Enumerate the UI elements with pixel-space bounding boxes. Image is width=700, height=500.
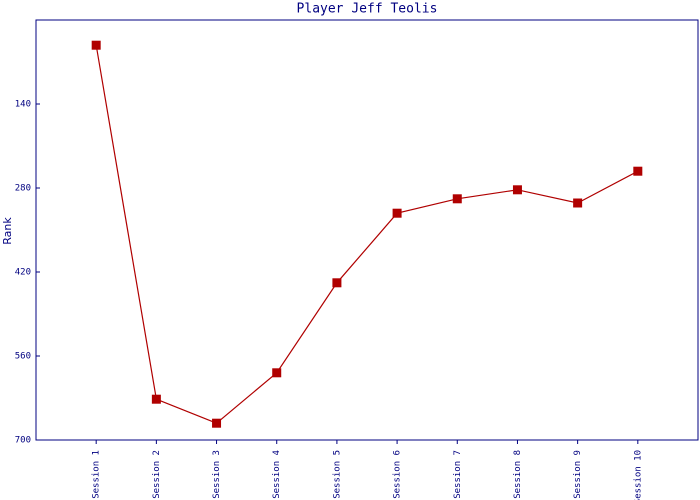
- x-tick-label: Session 5: [332, 450, 342, 499]
- point-marker: [392, 208, 402, 218]
- point-marker: [452, 194, 462, 204]
- x-tick-label: Session 6: [393, 450, 403, 499]
- y-axis-label: Rank: [1, 217, 14, 245]
- y-tick-label: 420: [15, 268, 31, 278]
- x-tick-label: Session 1: [92, 450, 102, 499]
- y-tick-label: 700: [15, 436, 31, 446]
- x-tick-label: Session 4: [272, 450, 282, 499]
- x-tick-label: Session 7: [453, 450, 463, 499]
- point-marker: [633, 166, 643, 176]
- x-tick-label: Session 2: [152, 450, 162, 499]
- point-marker: [512, 185, 522, 195]
- plot-frame: [35, 19, 699, 441]
- y-tick-label: 280: [15, 184, 31, 194]
- x-tick-label: Session 9: [573, 450, 583, 499]
- y-tick-label: 560: [15, 352, 31, 362]
- x-tick-label: Session 10: [633, 450, 643, 500]
- point-marker: [151, 394, 161, 404]
- point-marker: [332, 278, 342, 288]
- x-tick-label: Session 3: [212, 450, 222, 499]
- y-tick-label: 140: [15, 100, 31, 110]
- chart-title: Player Jeff Teolis: [297, 2, 438, 17]
- point-marker: [272, 368, 282, 378]
- series-line: [95, 45, 639, 424]
- x-tick-label: Session 8: [513, 450, 523, 499]
- point-marker: [212, 418, 222, 428]
- point-marker: [573, 198, 583, 208]
- point-marker: [91, 40, 101, 50]
